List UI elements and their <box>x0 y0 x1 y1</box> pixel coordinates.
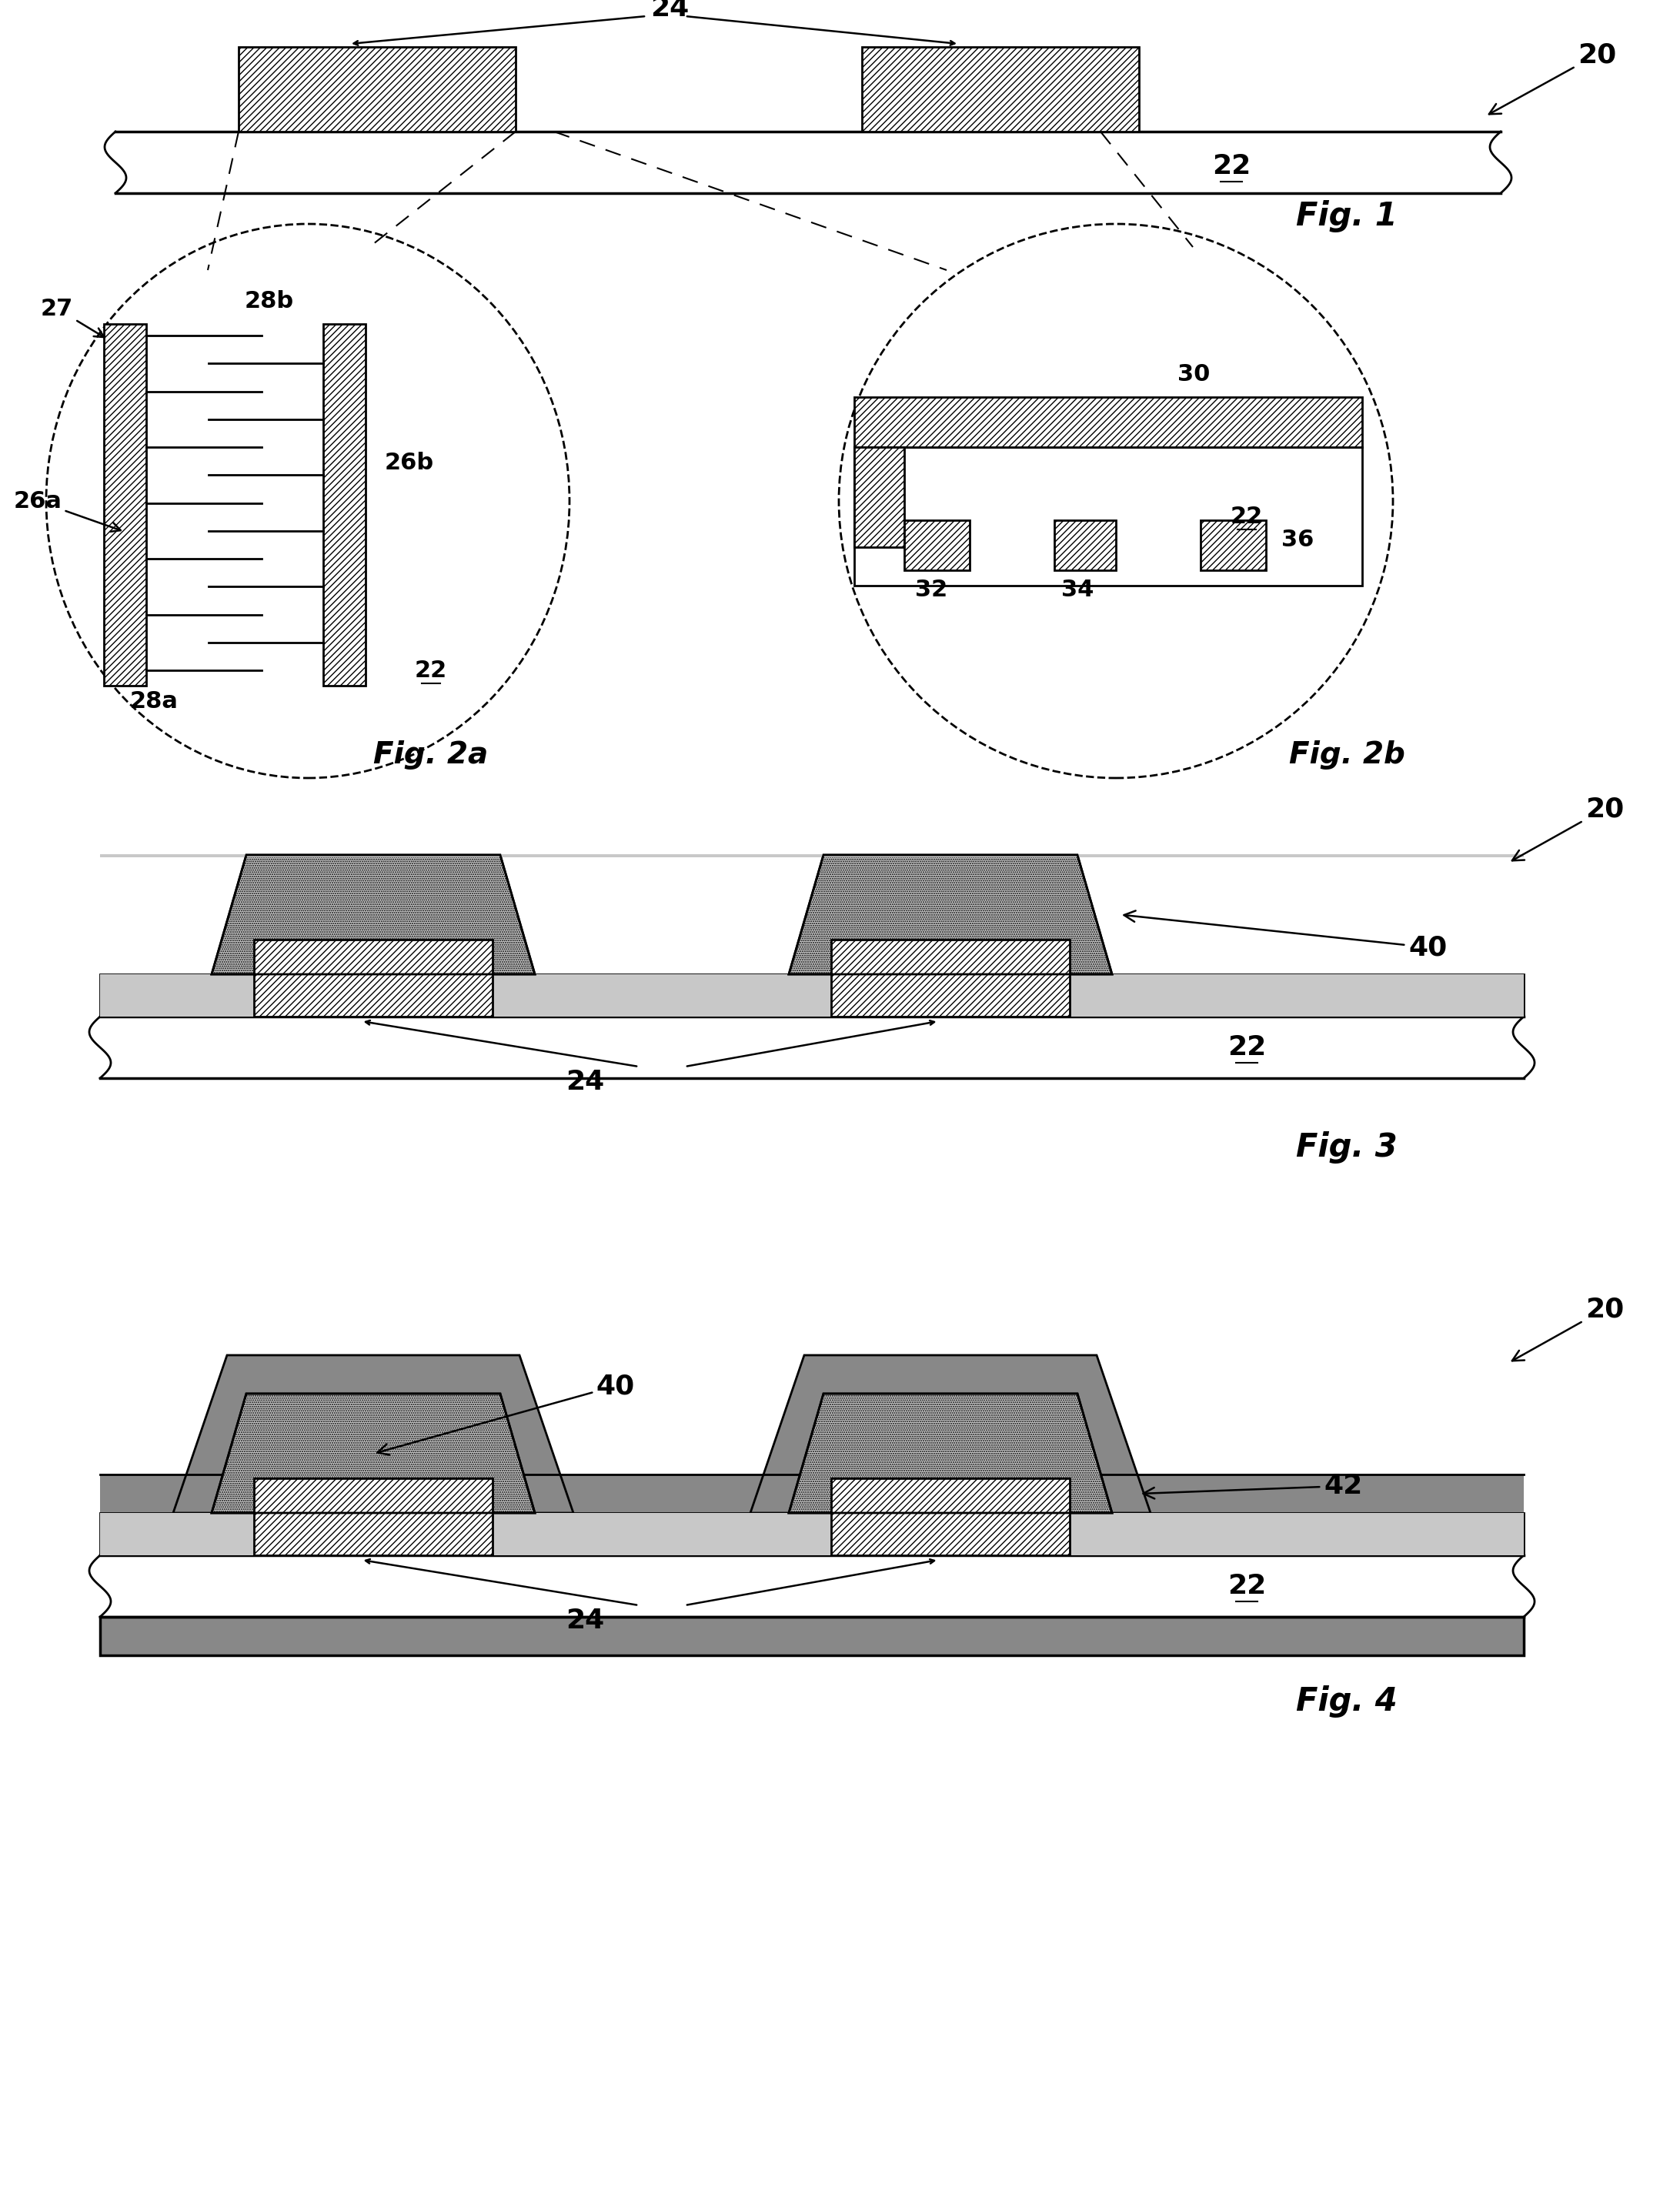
Bar <box>323 325 366 687</box>
Text: 42: 42 <box>1144 1472 1362 1499</box>
Text: 20: 20 <box>1488 42 1616 114</box>
Text: 30: 30 <box>1178 362 1210 386</box>
Text: Fig. 2b: Fig. 2b <box>1289 739 1404 770</box>
Polygon shape <box>790 1393 1112 1514</box>
Bar <box>101 1474 1524 1556</box>
Text: 40: 40 <box>378 1373 635 1455</box>
Bar <box>254 1479 492 1556</box>
Bar <box>104 325 146 687</box>
Bar <box>101 1556 1524 1617</box>
Text: 22: 22 <box>1211 154 1250 180</box>
Polygon shape <box>790 856 1112 974</box>
Text: Fig. 1: Fig. 1 <box>1295 200 1398 233</box>
Ellipse shape <box>838 224 1393 779</box>
Bar <box>101 1514 1524 1556</box>
Bar <box>853 397 1362 448</box>
Bar <box>101 853 1524 858</box>
Text: Fig. 2a: Fig. 2a <box>373 739 489 770</box>
Text: 22: 22 <box>1228 1573 1267 1599</box>
Text: 28a: 28a <box>129 689 178 713</box>
Text: 20: 20 <box>1512 1297 1625 1360</box>
Bar <box>254 939 492 1016</box>
Bar <box>101 1016 1524 1077</box>
Text: 26a: 26a <box>13 489 121 531</box>
Bar <box>904 520 969 570</box>
Text: Fig. 4: Fig. 4 <box>1295 1685 1398 1718</box>
Text: 26b: 26b <box>385 452 433 474</box>
Bar <box>832 1479 1070 1556</box>
Polygon shape <box>173 1356 573 1514</box>
Bar <box>239 46 516 132</box>
Bar <box>1055 520 1116 570</box>
Bar <box>862 46 1139 132</box>
Bar <box>101 1514 1524 1556</box>
Text: 28b: 28b <box>245 290 294 312</box>
Text: 32: 32 <box>916 579 948 601</box>
Bar <box>853 448 904 546</box>
Text: Fig. 3: Fig. 3 <box>1295 1132 1398 1163</box>
Bar <box>101 1617 1524 1654</box>
Text: 22: 22 <box>1228 1033 1267 1060</box>
Text: 27: 27 <box>40 298 104 338</box>
Text: 34: 34 <box>1062 579 1094 601</box>
Text: 24: 24 <box>566 1068 605 1095</box>
Text: 20: 20 <box>1512 796 1625 860</box>
Bar <box>832 939 1070 1016</box>
Bar <box>116 132 1500 193</box>
Text: 24: 24 <box>566 1608 605 1635</box>
Polygon shape <box>212 1393 534 1514</box>
Text: 24: 24 <box>650 0 689 22</box>
Bar <box>101 974 1524 1016</box>
Text: 40: 40 <box>1124 911 1446 961</box>
Polygon shape <box>751 1356 1151 1514</box>
Bar <box>101 974 1524 1016</box>
Text: 22: 22 <box>1230 505 1263 527</box>
Text: 36: 36 <box>1282 529 1314 551</box>
Text: 22: 22 <box>415 658 447 682</box>
Polygon shape <box>212 856 534 974</box>
Bar <box>853 448 1362 586</box>
Bar <box>1201 520 1267 570</box>
Ellipse shape <box>45 224 570 779</box>
